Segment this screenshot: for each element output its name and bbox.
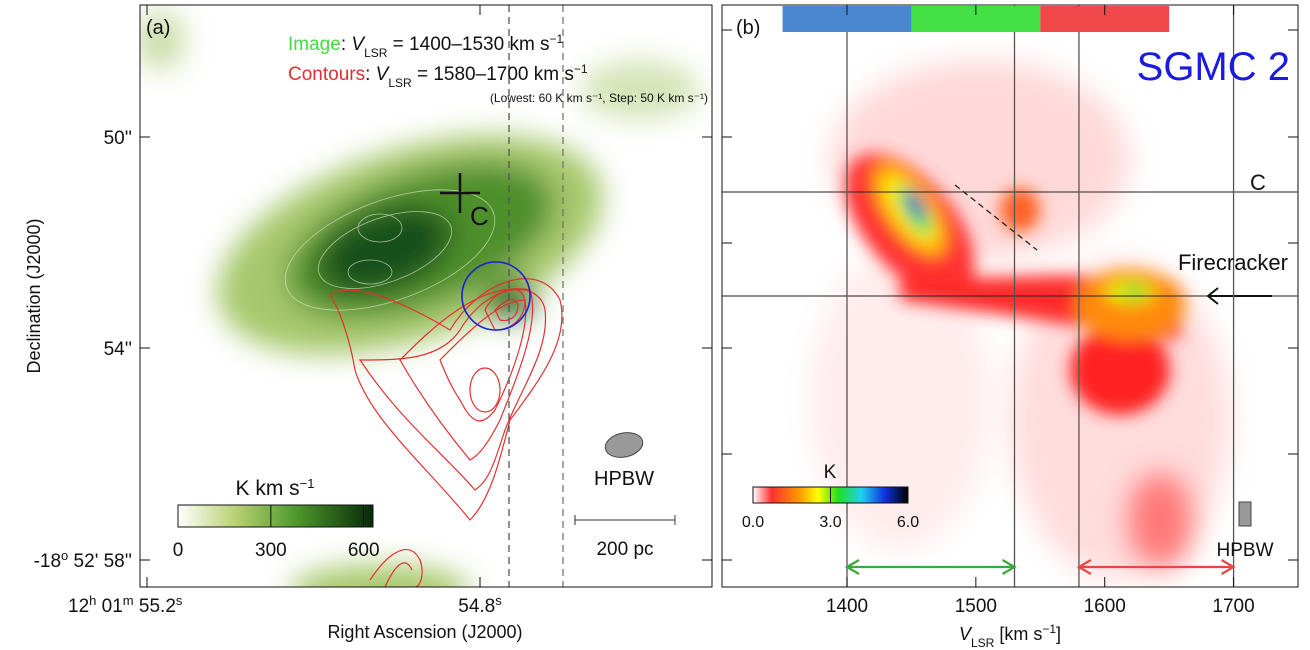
label-part: m	[123, 593, 134, 608]
colorbar-a	[177, 504, 374, 528]
velocity-range-arrow	[1076, 559, 1236, 575]
key-range: = 1580–1700 km s	[412, 64, 574, 85]
map-image	[140, 5, 700, 587]
label-part: s	[495, 593, 502, 608]
y-axis-title: Declination (J2000)	[24, 218, 44, 373]
cb-title: K km s	[236, 477, 300, 500]
velocity-range-arrow	[844, 559, 1017, 575]
beam-label: HPBW	[1217, 540, 1274, 561]
key-range: = 1400–1530 km s	[387, 34, 549, 55]
key-v: V	[351, 34, 366, 55]
y-tick-label: -18o 52' 58''	[34, 548, 132, 573]
cb-exp: −1	[300, 476, 315, 491]
beam-label: HPBW	[594, 468, 654, 490]
colorbar-tick-label: 0.0	[742, 514, 764, 531]
colorbar-tick-label: 300	[255, 540, 287, 561]
ticks-a	[140, 5, 712, 587]
x-tick-label: 1500	[955, 596, 997, 617]
frame-a	[139, 4, 713, 588]
contour-key: Contours: VLSR = 1580–1700 km s−1	[288, 62, 588, 90]
label-part: 12	[68, 596, 89, 617]
label-part: 54.8	[458, 596, 495, 617]
colorbar-tick-label: 0	[173, 540, 184, 561]
colorbar-tick-label: 6.0	[897, 514, 919, 531]
key-v: V	[376, 64, 391, 85]
panel-label: (a)	[146, 17, 170, 39]
contour-note: (Lowest: 60 K km s⁻¹, Step: 50 K km s⁻¹)	[490, 91, 708, 105]
panel-label: (b)	[736, 17, 760, 39]
xt-unit: [km s	[994, 624, 1042, 644]
label-part: -18	[34, 551, 61, 572]
label-part: h	[89, 593, 96, 608]
xt-sub: LSR	[971, 636, 995, 650]
key-name: Image	[288, 34, 341, 55]
y-tick-label: 54''	[104, 339, 132, 360]
colorbar-tick-label: 3.0	[819, 514, 841, 531]
frame-b	[721, 4, 1299, 588]
image-key: Image: VLSR = 1400–1530 km s−1	[288, 32, 564, 60]
x-tick-label: 1600	[1084, 596, 1126, 617]
label-part: o	[61, 548, 68, 563]
x-axis-title: Right Ascension (J2000)	[327, 622, 522, 642]
ticks-b-y	[722, 29, 1298, 561]
position-label: C	[1250, 170, 1266, 195]
y-tick-label: 50''	[104, 128, 132, 149]
key-exp: −1	[574, 62, 588, 76]
label-part: 01	[96, 596, 122, 617]
colorbar-title: K km s−1	[236, 476, 315, 501]
scale-label: 200 pc	[596, 539, 653, 560]
label-part: 54''	[104, 339, 132, 360]
label-part: s	[176, 593, 183, 608]
label-part: 50''	[104, 128, 132, 149]
colorbar-title: K	[824, 462, 837, 483]
source-label: C	[470, 201, 489, 231]
key-exp: −1	[550, 32, 564, 46]
pv-image	[722, 60, 1298, 580]
key-sub: LSR	[388, 76, 412, 90]
x-axis-title: VLSR [km s−1]	[959, 622, 1061, 650]
panel-title: SGMC 2	[1137, 45, 1290, 89]
label-part: 55.2	[134, 596, 176, 617]
key-name: Contours	[288, 64, 365, 85]
colorbar-tick-label: 600	[348, 540, 380, 561]
x-tick-label: 54.8s	[458, 593, 502, 618]
x-tick-label: 12h 01m 55.2s	[68, 593, 183, 618]
xt-v: V	[959, 624, 973, 644]
key-sub: LSR	[364, 46, 388, 60]
xt-exp: −1	[1042, 622, 1056, 636]
label-part: 52' 58''	[68, 551, 132, 572]
position-label: Firecracker	[1178, 250, 1288, 275]
x-tick-label: 1700	[1212, 596, 1254, 617]
xt-close: ]	[1056, 624, 1061, 644]
x-tick-label: 1400	[826, 596, 868, 617]
